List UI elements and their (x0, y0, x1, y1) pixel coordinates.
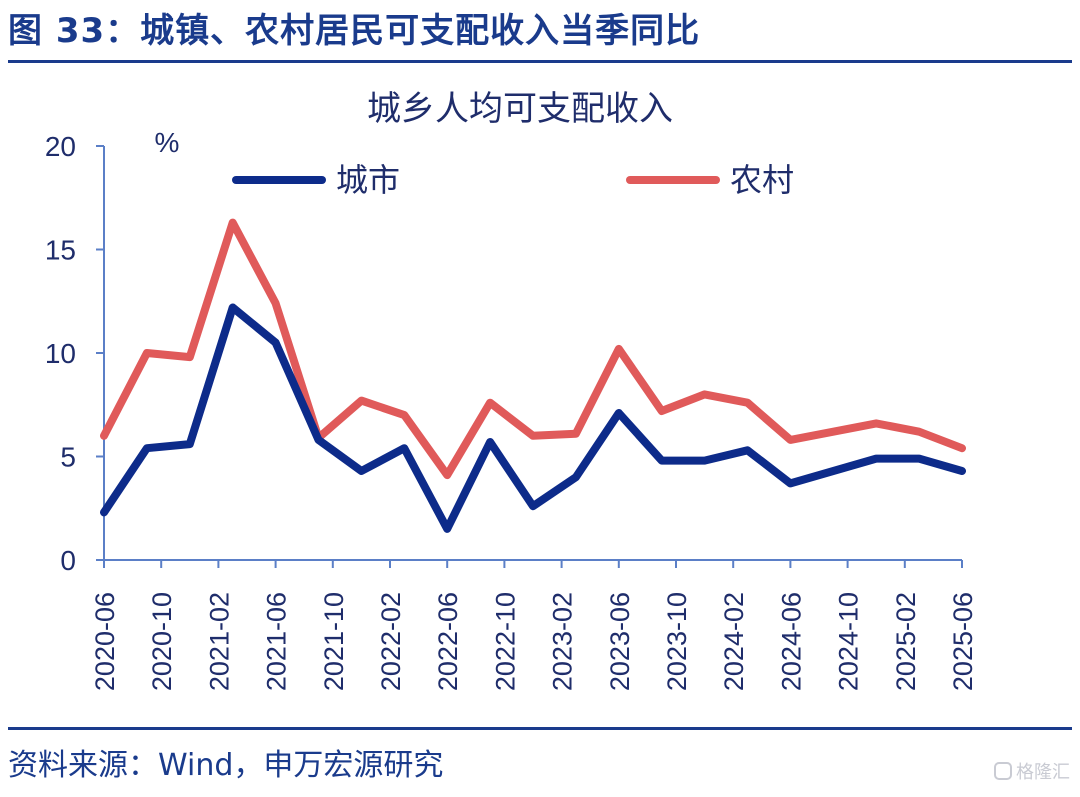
watermark: 格隆汇 (994, 758, 1070, 784)
x-tick-label: 2025-06 (948, 592, 978, 691)
source-note: 资料来源：Wind，申万宏源研究 (8, 748, 444, 783)
x-tick-label: 2024-06 (776, 592, 806, 691)
figure-title: 图 33：城镇、农村居民可支配收入当季同比 (8, 11, 701, 51)
x-tick-label: 2023-02 (548, 592, 578, 691)
series-line-0 (100, 303, 966, 533)
x-tick-label: 2022-10 (490, 592, 520, 691)
y-tick-label: 0 (60, 545, 76, 576)
y-axis: 0 5 10 15 20 (45, 131, 105, 576)
x-tick-label: 2021-06 (262, 592, 292, 691)
y-tick-label: 5 (60, 442, 76, 473)
series-line-1 (100, 218, 966, 480)
x-tick-label: 2024-10 (834, 592, 864, 691)
x-tick-label: 2023-06 (605, 592, 635, 691)
x-tick-label: 2024-02 (719, 592, 749, 691)
x-tick-label: 2022-06 (433, 592, 463, 691)
legend-label: 城市 (336, 162, 400, 198)
legend: 城市 农村 (232, 162, 794, 198)
x-tick-label: 2021-10 (319, 592, 349, 691)
x-tick-label: 2023-10 (662, 592, 692, 691)
x-axis: 2020-06 2020-10 2021-02 2021-06 2021-10 2022-… (90, 559, 978, 691)
x-tick-label: 2022-02 (376, 592, 406, 691)
y-tick-label: 15 (45, 235, 76, 266)
x-tick-label: 2021-02 (204, 592, 234, 691)
income-growth-chart: 城乡人均可支配收入 % 城市 农村 0 5 10 15 20 2020-06 2020-10… (45, 90, 978, 691)
y-tick-label: 20 (45, 131, 76, 162)
y-axis-unit: % (155, 127, 180, 158)
x-tick-label: 2025-02 (891, 592, 921, 691)
watermark-logo-icon (994, 762, 1012, 780)
title-divider (8, 60, 1072, 63)
y-tick-label: 10 (45, 338, 76, 369)
x-tick-label: 2020-06 (90, 592, 120, 691)
x-tick-label: 2020-10 (147, 592, 177, 691)
legend-label: 农村 (730, 162, 794, 198)
footer-divider (8, 727, 1072, 730)
series-lines (100, 218, 966, 533)
watermark-text: 格隆汇 (1016, 762, 1070, 783)
chart-title: 城乡人均可支配收入 (367, 90, 673, 128)
